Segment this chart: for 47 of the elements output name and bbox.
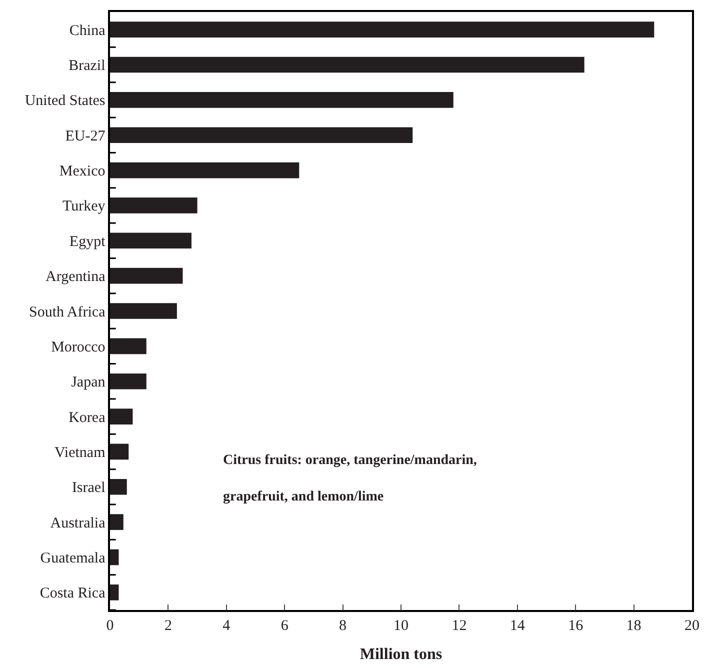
y-tick-label: Mexico: [59, 164, 106, 180]
y-tick-label: United States: [24, 93, 106, 110]
x-tick-label: 8: [339, 618, 347, 634]
x-tick-label: 12: [452, 618, 467, 634]
x-tick-label: 16: [568, 618, 584, 634]
y-tick-label: Turkey: [62, 198, 106, 215]
x-tick-label: 4: [222, 618, 231, 634]
y-tick-label: Brazil: [68, 58, 106, 74]
bar: [110, 514, 124, 530]
x-tick-label: 0: [106, 618, 114, 634]
bar: [110, 478, 127, 495]
bar: [110, 22, 654, 38]
bar: [110, 549, 119, 566]
x-tick-label: 10: [394, 618, 408, 634]
bar: [110, 127, 413, 144]
y-tick-label: Morocco: [51, 339, 106, 356]
bar: [110, 444, 129, 460]
bar: [110, 162, 300, 178]
y-tick-label: Egypt: [69, 234, 106, 250]
text: Citrus fruits: orange, tangerine/mandarin, grapefruit, and lemon/lime: [223, 453, 477, 504]
x-tick-label: 2: [164, 618, 172, 634]
bar: [110, 584, 119, 600]
bar: [110, 373, 146, 390]
y-tick-label: EU-27: [65, 128, 106, 144]
bar: [110, 408, 133, 424]
x-axis-title: Million tons: [360, 646, 442, 663]
y-tick-label: Korea: [68, 410, 106, 426]
y-tick-label: Israel: [72, 480, 106, 496]
bar: [110, 198, 198, 214]
y-tick-label: Costa Rica: [40, 586, 106, 602]
x-tick-label: 18: [626, 618, 642, 634]
y-tick-label: China: [69, 22, 106, 39]
x-tick-label: 14: [510, 618, 526, 634]
bar: [110, 303, 177, 319]
y-tick-label: Japan: [71, 374, 106, 391]
bar: [110, 92, 454, 108]
bar: [110, 338, 146, 354]
bar: [110, 268, 183, 284]
y-tick-label: South Africa: [29, 304, 106, 320]
x-tick-label: 6: [280, 618, 289, 634]
bar: [110, 56, 584, 73]
y-tick-label: Guatemala: [40, 550, 106, 566]
y-tick-label: Australia: [50, 515, 106, 532]
bar: [110, 232, 192, 249]
y-tick-label: Vietnam: [54, 444, 106, 461]
y-tick-label: Argentina: [46, 269, 106, 286]
x-tick-label: 20: [684, 618, 700, 634]
